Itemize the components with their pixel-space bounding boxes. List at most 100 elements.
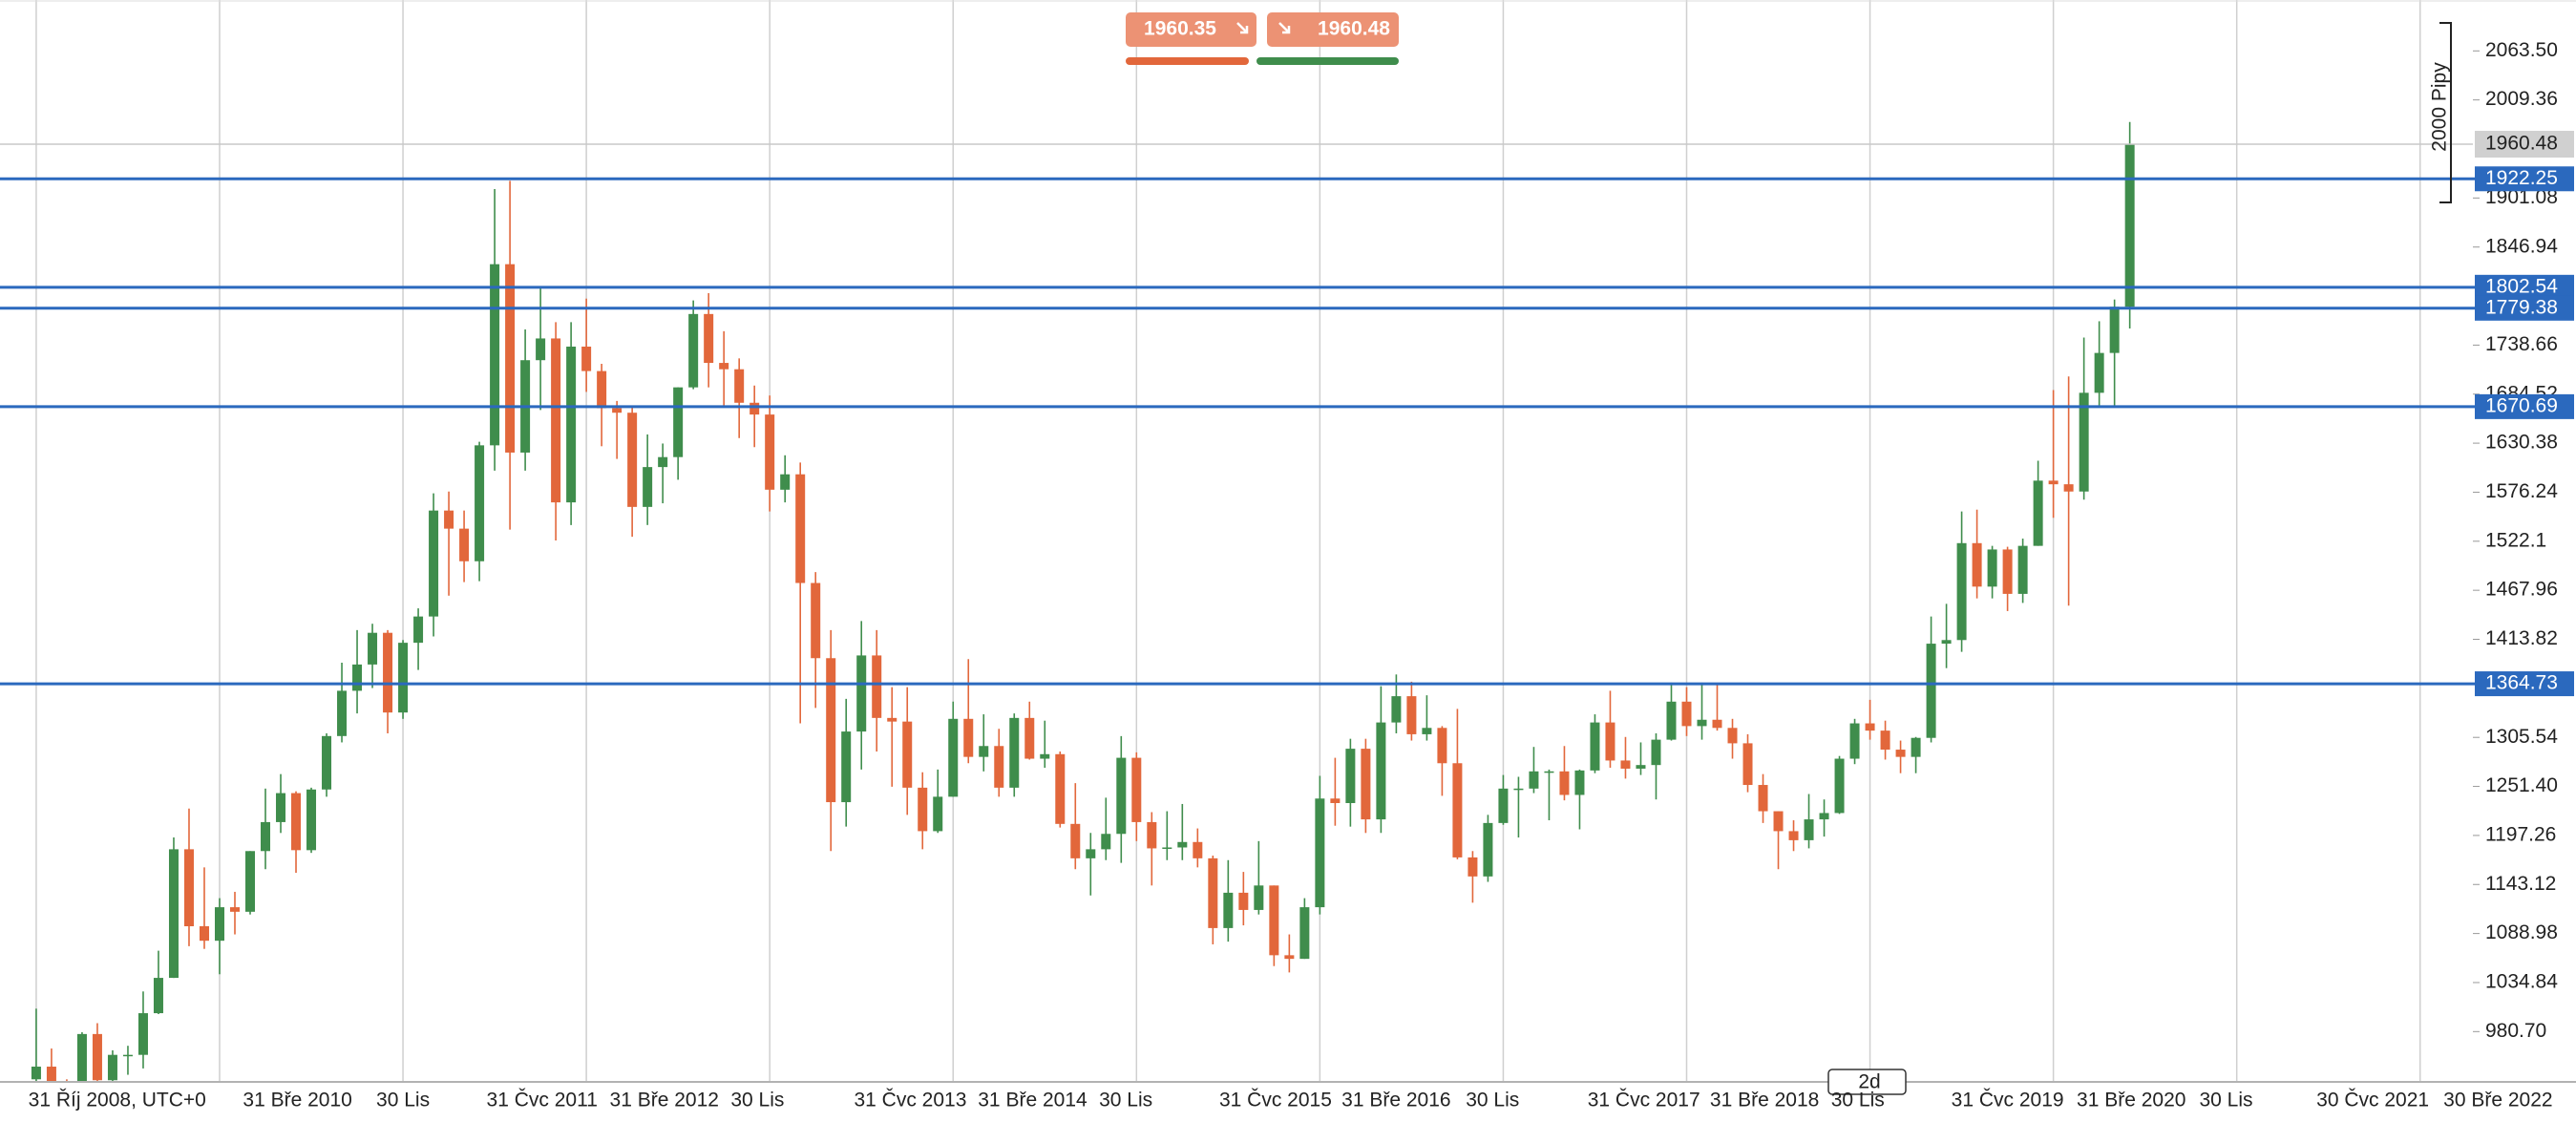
timeframe-box[interactable]: [1827, 1069, 1907, 1095]
price-tag-label: 1779.38: [2485, 296, 2558, 318]
candle-body: [1590, 722, 1600, 771]
x-tick-label: 31 Čvc 2019: [1952, 1090, 2064, 1111]
candle-body: [1086, 849, 1096, 858]
candle-body: [2124, 144, 2135, 307]
candle-body: [2063, 484, 2074, 492]
overlay: 2063.502009.361901.081846.941738.661684.…: [0, 39, 2574, 1042]
candle-body: [1697, 719, 1707, 727]
candle-body: [536, 338, 546, 361]
candle-body: [1880, 730, 1890, 751]
candle-body: [2002, 549, 2013, 594]
bid-box[interactable]: [1126, 12, 1256, 47]
candle-body: [918, 787, 928, 832]
candle-body: [505, 264, 516, 453]
ask-box[interactable]: [1267, 12, 1399, 47]
candle-body: [1055, 753, 1066, 824]
candle-body: [1804, 819, 1814, 840]
candle-body: [1895, 750, 1906, 757]
candle-body: [1361, 749, 1371, 820]
candle-body: [1223, 892, 1234, 928]
candle-body: [1758, 785, 1768, 812]
price-tag-label: 1922.25: [2485, 167, 2558, 189]
candle-body: [1956, 542, 1967, 641]
ask-bar: [1256, 57, 1399, 65]
x-tick-label: 31 Čvc 2011: [487, 1090, 598, 1111]
candle-body: [92, 1033, 102, 1081]
candle-body: [994, 746, 1004, 788]
candle-body: [1742, 743, 1753, 786]
candle-body: [1177, 841, 1188, 848]
candle-body: [1422, 728, 1432, 734]
bid-price: 1960.35: [1144, 18, 1216, 40]
candle-body: [137, 1013, 148, 1055]
y-tick-label: 2063.50: [2485, 39, 2558, 61]
candle-body: [1101, 834, 1111, 850]
candle-body: [168, 849, 179, 979]
candle-body: [841, 731, 852, 803]
candle-body: [2017, 545, 2028, 594]
x-tick-label: 30 Lis: [376, 1090, 430, 1111]
candle-body: [383, 632, 393, 713]
candle-body: [948, 718, 959, 797]
candle-body: [1406, 696, 1417, 734]
timeframe: 2d: [1858, 1071, 1880, 1093]
candle-body: [1773, 811, 1784, 832]
x-tick-label: 31 Čvc 2017: [1588, 1090, 1700, 1111]
candle-body: [214, 907, 224, 942]
y-tick-label: 1034.84: [2485, 971, 2558, 993]
candle-body: [1391, 696, 1402, 723]
x-tick-label: 30 Lis: [1466, 1090, 1519, 1111]
candle-body: [658, 456, 668, 468]
y-tick-label: 1197.26: [2485, 823, 2556, 845]
candle-body: [1987, 549, 1997, 587]
y-tick-label: 1738.66: [2485, 333, 2558, 355]
y-tick-label: 1305.54: [2485, 726, 2558, 748]
candle-body: [1315, 798, 1325, 908]
candle-body: [1070, 823, 1081, 858]
candles: [31, 121, 2135, 1081]
x-tick-label: 31 Bře 2014: [978, 1090, 1087, 1111]
candle-body: [856, 655, 867, 732]
candle-body: [673, 387, 684, 457]
candle-body: [581, 346, 592, 371]
candle-body: [368, 632, 378, 665]
candle-body: [31, 1067, 41, 1080]
candle-body: [429, 510, 439, 617]
candle-body: [2079, 392, 2089, 492]
candle-body: [1865, 723, 1875, 731]
candle-body: [872, 655, 882, 718]
quote-widget[interactable]: 1960.35 1960.48: [1126, 12, 1399, 65]
candle-body: [643, 467, 653, 507]
candle-body: [811, 582, 821, 659]
candle-body: [1849, 723, 1860, 759]
candle-body: [291, 793, 302, 851]
x-tick-label: 30 Lis: [1099, 1090, 1152, 1111]
candle-body: [1651, 739, 1661, 766]
y-tick-label: 980.70: [2485, 1020, 2546, 1042]
x-tick-label: 30 Lis: [730, 1090, 784, 1111]
candle-body: [1834, 758, 1845, 814]
candle-body: [398, 643, 409, 713]
candle-body: [322, 735, 332, 790]
candle-body: [1040, 753, 1050, 759]
candle-body: [1636, 765, 1646, 769]
candle-body: [1009, 717, 1020, 788]
candle-body: [1666, 701, 1677, 740]
candle-body: [490, 264, 500, 446]
candle-body: [122, 1054, 133, 1057]
candle-body: [1437, 728, 1447, 764]
candle-body: [1208, 857, 1218, 928]
candle-body: [566, 346, 577, 503]
x-tick-label: 31 Bře 2016: [1341, 1090, 1450, 1111]
candle-body: [1574, 770, 1585, 795]
x-tick-label: 31 Bře 2018: [1710, 1090, 1819, 1111]
candle-body: [1926, 644, 1936, 738]
candle-body: [979, 746, 989, 757]
y-tick-label: 1143.12: [2485, 873, 2556, 895]
candle-body: [1376, 722, 1386, 820]
candle-body: [750, 402, 760, 415]
price-tag: [2475, 295, 2574, 321]
candle-body: [1467, 857, 1478, 877]
candle-body: [1498, 788, 1509, 823]
candle-body: [1345, 749, 1356, 804]
